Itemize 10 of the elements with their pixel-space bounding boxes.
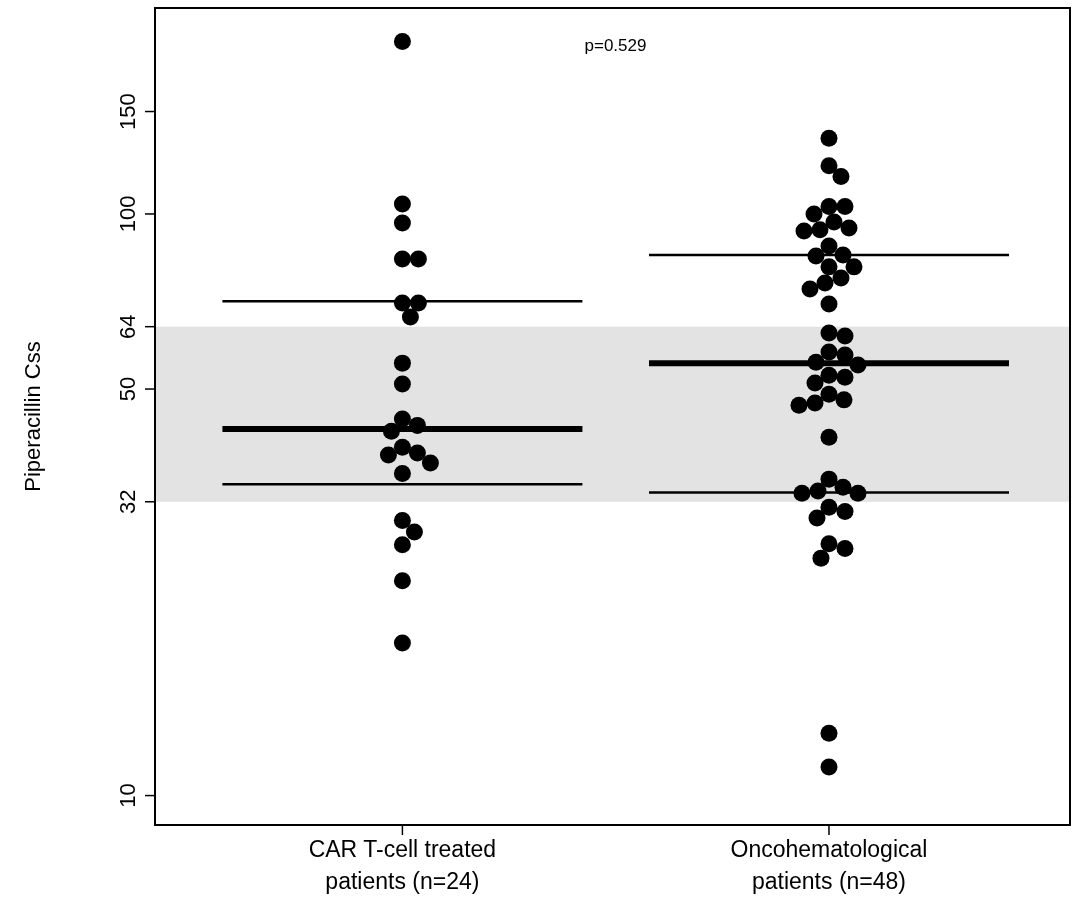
- annotation: p=0.529: [584, 36, 647, 55]
- y-tick-label: 150: [115, 93, 140, 130]
- y-tick-label: 50: [115, 376, 140, 402]
- x-tick-label: Oncohematological patients (n=48): [730, 836, 928, 894]
- y-tick-label: 10: [115, 783, 140, 808]
- y-tick-label: 32: [115, 489, 140, 515]
- y-axis-title: Piperacillin Css: [20, 341, 45, 492]
- y-tick-label: 64: [115, 314, 140, 339]
- x-tick-label: CAR T-cell treated patients (n=24): [308, 836, 497, 894]
- y-tick-label: 100: [115, 195, 140, 233]
